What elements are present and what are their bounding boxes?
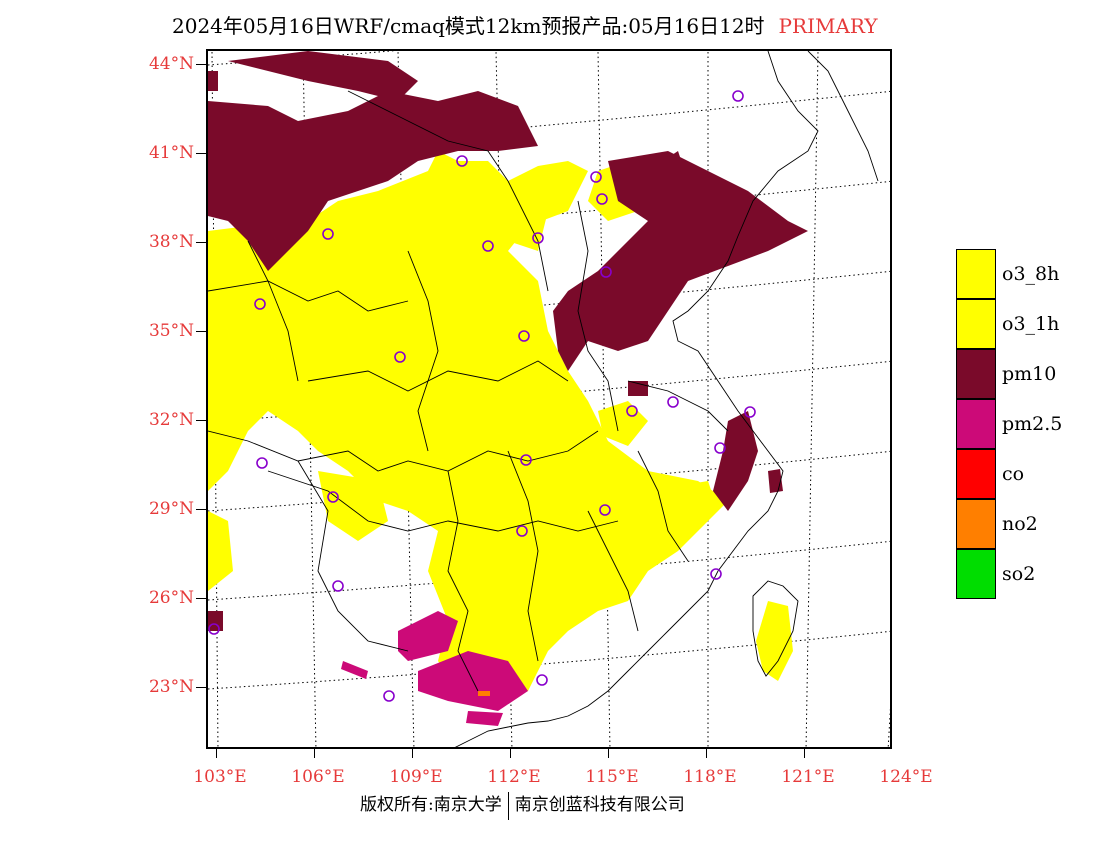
copyright-owner: 版权所有:南京大学 xyxy=(360,795,502,815)
copyright-company: 南京创蓝科技有限公司 xyxy=(514,795,685,815)
lat-tick xyxy=(196,598,206,599)
no2-area xyxy=(478,691,490,696)
legend-swatch-so2 xyxy=(956,549,996,599)
lat-label-26: 26°N xyxy=(148,588,194,608)
legend-swatch-co xyxy=(956,449,996,499)
primary-tag: PRIMARY xyxy=(778,14,878,38)
map-title: 2024年05月16日WRF/cmaq模式12km预报产品:05月16日12时 P… xyxy=(172,10,878,39)
pm10-areas xyxy=(208,51,808,631)
lat-tick xyxy=(196,242,206,243)
legend-swatch-o3-8h xyxy=(956,249,996,299)
lat-tick xyxy=(196,64,206,65)
lat-label-23: 23°N xyxy=(148,677,194,697)
lat-label-44: 44°N xyxy=(148,54,194,74)
copyright-separator xyxy=(507,791,509,820)
lat-tick xyxy=(196,331,206,332)
lon-tick xyxy=(412,749,413,758)
legend-label-co: co xyxy=(1002,463,1025,485)
legend-label-o3-1h: o3_1h xyxy=(1002,313,1060,335)
legend-item-so2: so2 xyxy=(956,549,1096,599)
legend-swatch-o3-1h xyxy=(956,299,996,349)
lat-tick xyxy=(196,509,206,510)
boundaries xyxy=(208,51,879,747)
lon-label-115: 115°E xyxy=(585,767,639,787)
lon-tick xyxy=(608,749,609,758)
lon-label-118: 118°E xyxy=(683,767,737,787)
lon-label-121: 121°E xyxy=(781,767,835,787)
legend-item-pm10: pm10 xyxy=(956,349,1096,399)
o3-areas xyxy=(208,151,793,701)
lon-label-106: 106°E xyxy=(291,767,345,787)
legend-item-o3-8h: o3_8h xyxy=(956,249,1096,299)
lon-label-124: 124°E xyxy=(879,767,933,787)
lat-label-35: 35°N xyxy=(148,321,194,341)
legend-item-o3-1h: o3_1h xyxy=(956,299,1096,349)
lon-tick xyxy=(706,749,707,758)
lon-tick xyxy=(804,749,805,758)
legend-item-no2: no2 xyxy=(956,499,1096,549)
lat-label-29: 29°N xyxy=(148,499,194,519)
lon-tick xyxy=(314,749,315,758)
legend-swatch-pm10 xyxy=(956,349,996,399)
legend-item-co: co xyxy=(956,449,1096,499)
legend-item-pm25: pm2.5 xyxy=(956,399,1096,449)
legend-label-pm10: pm10 xyxy=(1002,363,1057,385)
legend-label-no2: no2 xyxy=(1002,513,1038,535)
lon-tick xyxy=(510,749,511,758)
lon-tick xyxy=(216,749,217,758)
lat-tick xyxy=(196,420,206,421)
legend-swatch-pm25 xyxy=(956,399,996,449)
lat-tick xyxy=(196,153,206,154)
pollutant-legend: o3_8h o3_1h pm10 pm2.5 co no2 so2 xyxy=(956,249,1096,599)
legend-label-pm25: pm2.5 xyxy=(1002,413,1063,435)
lat-label-32: 32°N xyxy=(148,410,194,430)
lon-label-109: 109°E xyxy=(389,767,443,787)
map-canvas xyxy=(208,51,890,747)
legend-label-o3-8h: o3_8h xyxy=(1002,263,1060,285)
legend-label-so2: so2 xyxy=(1002,563,1036,585)
station-markers xyxy=(208,90,756,702)
forecast-map xyxy=(206,49,892,749)
copyright-footer: 版权所有:南京大学 南京创蓝科技有限公司 xyxy=(360,790,685,820)
lat-tick xyxy=(196,687,206,688)
lat-label-41: 41°N xyxy=(148,143,194,163)
lon-label-103: 103°E xyxy=(193,767,247,787)
lon-label-112: 112°E xyxy=(487,767,541,787)
map-title-text: 2024年05月16日WRF/cmaq模式12km预报产品:05月16日12时 xyxy=(172,14,765,38)
lat-label-38: 38°N xyxy=(148,232,194,252)
legend-swatch-no2 xyxy=(956,499,996,549)
